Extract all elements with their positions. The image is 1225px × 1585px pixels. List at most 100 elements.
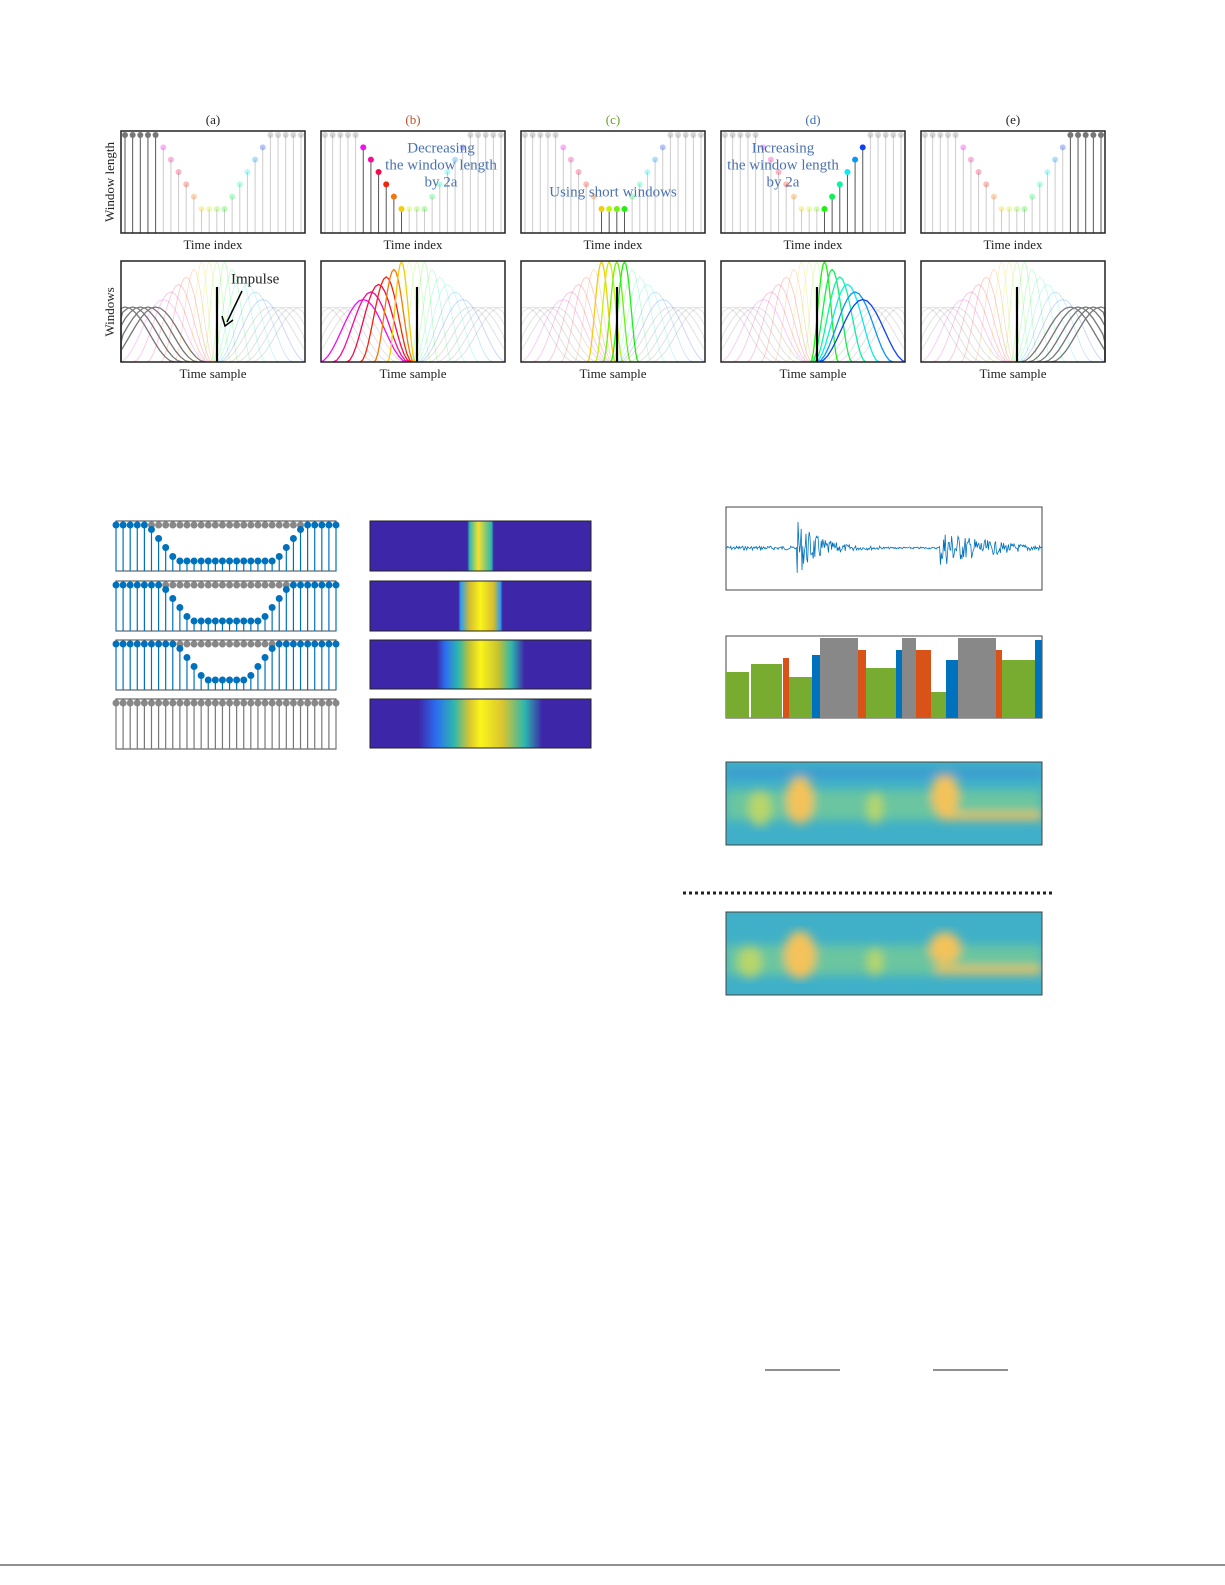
x-label: Time sample [779, 366, 846, 381]
stem-dot [162, 640, 170, 648]
stem-dot [169, 553, 177, 560]
panel-label: (c) [606, 112, 620, 127]
stem-dot [204, 617, 212, 625]
window-curve [194, 261, 224, 363]
stem-dot [318, 640, 326, 648]
stem-dot [1059, 144, 1066, 151]
x-label: Time index [983, 237, 1043, 252]
stem-dot [490, 132, 497, 138]
stem-dot [233, 617, 241, 625]
stem-dot [737, 132, 744, 138]
stem-dot [190, 663, 198, 670]
stem-dot [119, 581, 127, 589]
annotation: Decreasing [407, 140, 475, 156]
stem-dot [247, 581, 255, 589]
window-curve [373, 268, 415, 363]
stem-dot [659, 144, 666, 151]
stem-dot [176, 581, 184, 589]
window-curve [746, 284, 811, 363]
stem-dot [304, 699, 312, 707]
stem-dot [268, 557, 276, 565]
stem-dot [390, 193, 397, 200]
stem-dot [126, 640, 134, 648]
stem-dot [367, 156, 374, 163]
stem-dot [590, 193, 597, 200]
window-curve [520, 306, 606, 363]
stem-dot [247, 672, 255, 679]
stem-dot [254, 521, 262, 529]
stem-dot [998, 206, 1005, 212]
stem-dot [752, 132, 759, 138]
stem-dot [183, 581, 191, 589]
stem-dot [254, 663, 262, 670]
stem-dot [268, 699, 276, 707]
stem-dot [259, 144, 266, 151]
window-curve [809, 260, 840, 363]
stem-dot [226, 640, 234, 648]
stem-dot [261, 699, 269, 707]
stem-dot [247, 557, 255, 565]
area-segment [896, 650, 902, 718]
stem-dot [552, 132, 559, 138]
stem-dot [197, 640, 205, 648]
stem-dot [311, 699, 319, 707]
stem-dot [898, 132, 904, 138]
stem-dot [112, 640, 120, 648]
window-curve [973, 268, 1015, 363]
stem-dot [967, 156, 974, 163]
annotation: Impulse [231, 271, 280, 287]
window-curve [1011, 268, 1053, 363]
stem-dot [218, 676, 226, 684]
y-label: Windows [102, 287, 117, 336]
stem-dot [867, 132, 874, 138]
stem-dot [311, 521, 319, 529]
stem-dot [537, 132, 544, 138]
stem-dot [112, 521, 120, 529]
stem-dot [297, 699, 305, 707]
stem-dot [304, 581, 312, 589]
stem-dot [218, 521, 226, 529]
stem-dot [413, 206, 420, 212]
stem-dot [1052, 156, 1059, 163]
stem-dot [282, 640, 290, 648]
stem-dot [290, 132, 297, 138]
window-curve [220, 306, 306, 363]
panel-label: (b) [405, 112, 420, 127]
stem-dot [169, 581, 177, 589]
stem-dot [140, 699, 148, 707]
panel-frame [320, 130, 506, 234]
panel-frame [320, 260, 506, 363]
spectrogram [726, 912, 1042, 995]
stem-dot [267, 132, 274, 138]
stem-dot [183, 613, 191, 620]
stem-dot [137, 132, 144, 138]
stem-dot [1006, 206, 1013, 212]
area-segment [958, 638, 996, 718]
stem-dot [140, 640, 148, 648]
window-curve [332, 291, 410, 363]
stem-dot [344, 132, 351, 138]
stem-dot [667, 132, 674, 138]
stem-dot [261, 581, 269, 589]
stem-dot [289, 699, 297, 707]
window-curve [594, 260, 624, 363]
window-curve [920, 299, 1008, 363]
stem-dot [325, 521, 333, 529]
panel-frame [120, 130, 306, 234]
stem-frame [115, 698, 337, 750]
stem-dot [268, 521, 276, 529]
stem-dot [119, 521, 127, 529]
stem-dot [190, 521, 198, 529]
window-curve [987, 261, 1016, 363]
window-curve [759, 276, 813, 363]
stem-dot [197, 521, 205, 529]
stem-dot [922, 132, 928, 138]
stem-dot [176, 521, 184, 529]
stem-dot [218, 699, 226, 707]
stem-dot [261, 557, 269, 565]
stem-dot [254, 699, 262, 707]
stem-dot [1013, 206, 1020, 212]
stem-dot [1021, 206, 1028, 212]
heatmap [369, 580, 592, 632]
area-segment [783, 658, 789, 718]
